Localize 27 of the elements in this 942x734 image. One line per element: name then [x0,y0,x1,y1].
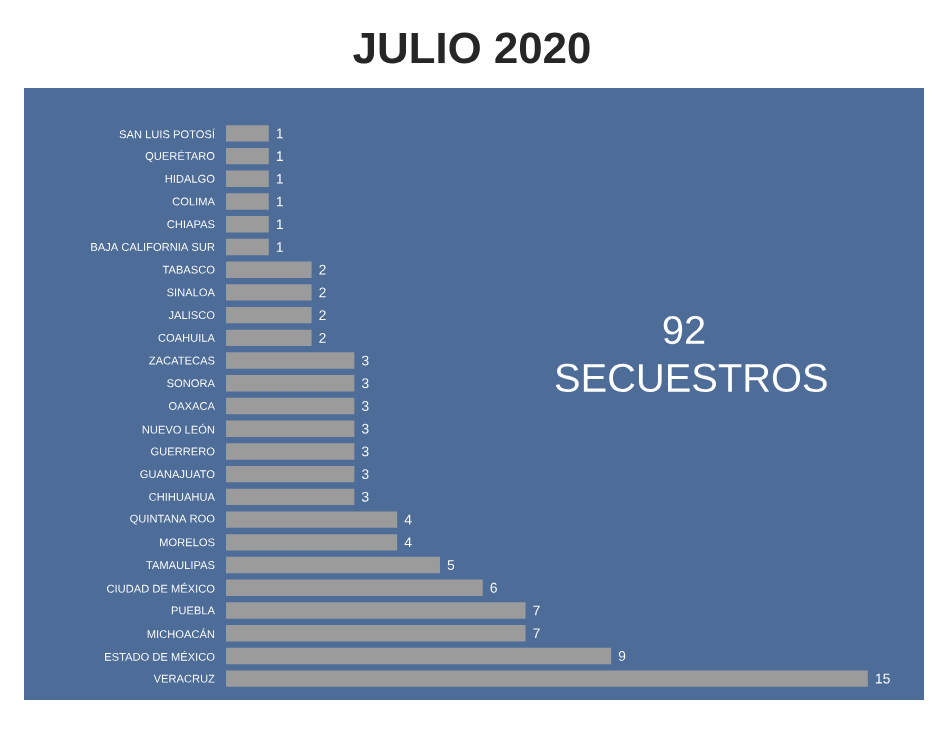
bar [226,488,355,506]
bar [226,238,269,256]
bar [226,125,269,142]
bar [226,306,312,324]
bar [226,284,312,301]
bar [226,556,440,574]
bar [226,511,398,528]
bar [226,375,355,392]
bar [226,647,612,665]
bar [226,193,269,210]
bar [226,443,355,460]
bar [226,261,312,278]
bar [226,625,526,642]
bar [226,329,312,347]
bar [226,420,355,437]
bar [226,465,355,483]
bar [226,397,355,415]
bar [226,170,269,187]
bar [226,670,868,687]
bar [226,352,355,369]
annotation: 92 SECUESTROS [555,316,827,392]
bar [226,602,526,619]
bar [226,216,269,233]
chart-title: JULIO 2020 [353,32,590,64]
bar [226,534,398,551]
bar [226,147,269,165]
bar [226,579,483,596]
